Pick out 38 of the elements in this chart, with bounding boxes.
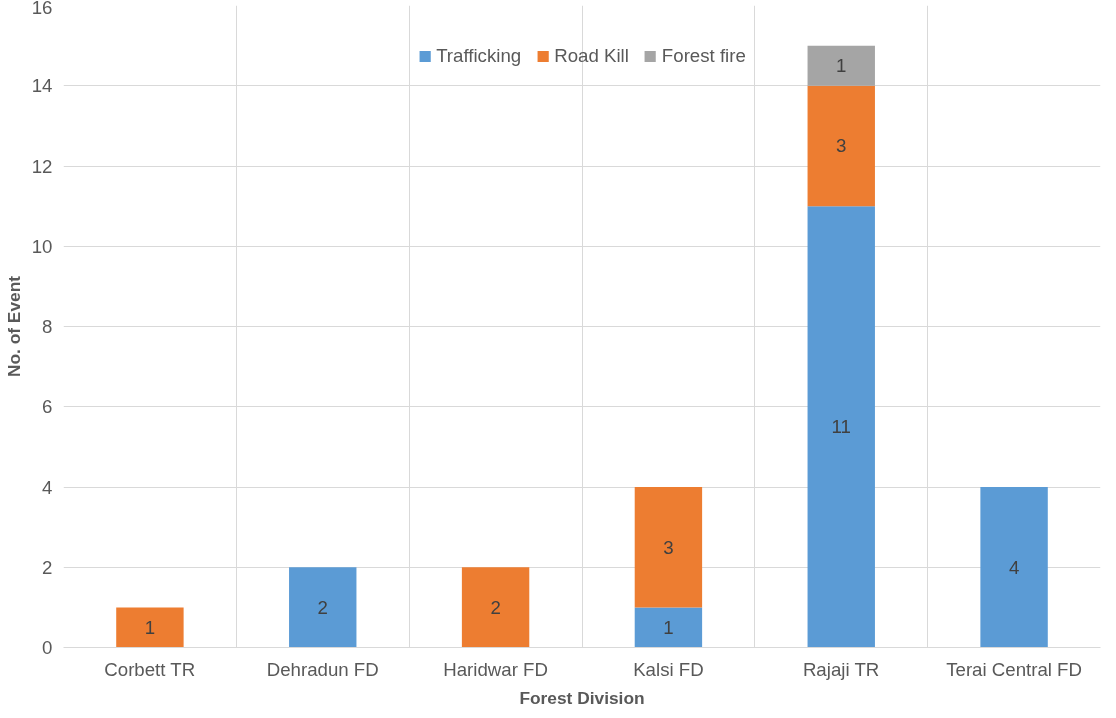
data-label: 11 xyxy=(831,416,851,438)
x-tick-label: Corbett TR xyxy=(104,658,196,680)
y-tick-label: 2 xyxy=(42,556,53,578)
data-label: 2 xyxy=(317,596,328,618)
y-tick-label: 0 xyxy=(42,637,53,658)
bar xyxy=(461,567,530,648)
data-label: 4 xyxy=(1008,556,1020,578)
legend-label: Road Kill xyxy=(554,45,629,67)
y-tick-label: 8 xyxy=(42,316,53,337)
bar xyxy=(980,487,1048,648)
y-axis-title: No. of Event xyxy=(3,275,24,378)
y-tick-label: 16 xyxy=(31,0,53,18)
bar xyxy=(807,206,875,648)
x-tick-label: Rajaji TR xyxy=(802,658,880,680)
bar xyxy=(634,487,703,608)
x-tick-label: Terai Central FD xyxy=(946,658,1082,680)
data-label: 1 xyxy=(144,616,156,638)
y-tick-label: 6 xyxy=(42,396,53,418)
y-tick-label: 14 xyxy=(31,75,53,97)
bar xyxy=(116,607,184,648)
data-label: 3 xyxy=(836,135,847,157)
x-axis-title: Forest Division xyxy=(519,687,645,708)
bar xyxy=(807,45,875,86)
x-tick-label: Haridwar FD xyxy=(443,658,548,680)
y-tick-label: 12 xyxy=(31,155,53,177)
data-label: 2 xyxy=(490,596,501,618)
legend-label: Forest fire xyxy=(661,45,746,67)
data-label: 1 xyxy=(836,55,847,77)
x-tick-label: Kalsi FD xyxy=(633,658,704,680)
y-tick-label: 10 xyxy=(31,235,53,257)
y-tick-label: 4 xyxy=(42,476,53,498)
bar xyxy=(289,567,357,648)
x-tick-label: Dehradun FD xyxy=(266,658,379,680)
data-label: 3 xyxy=(663,536,674,558)
legend-label: Trafficking xyxy=(436,45,522,67)
data-label: 1 xyxy=(663,616,674,638)
bar xyxy=(634,607,703,648)
bar xyxy=(807,85,875,207)
